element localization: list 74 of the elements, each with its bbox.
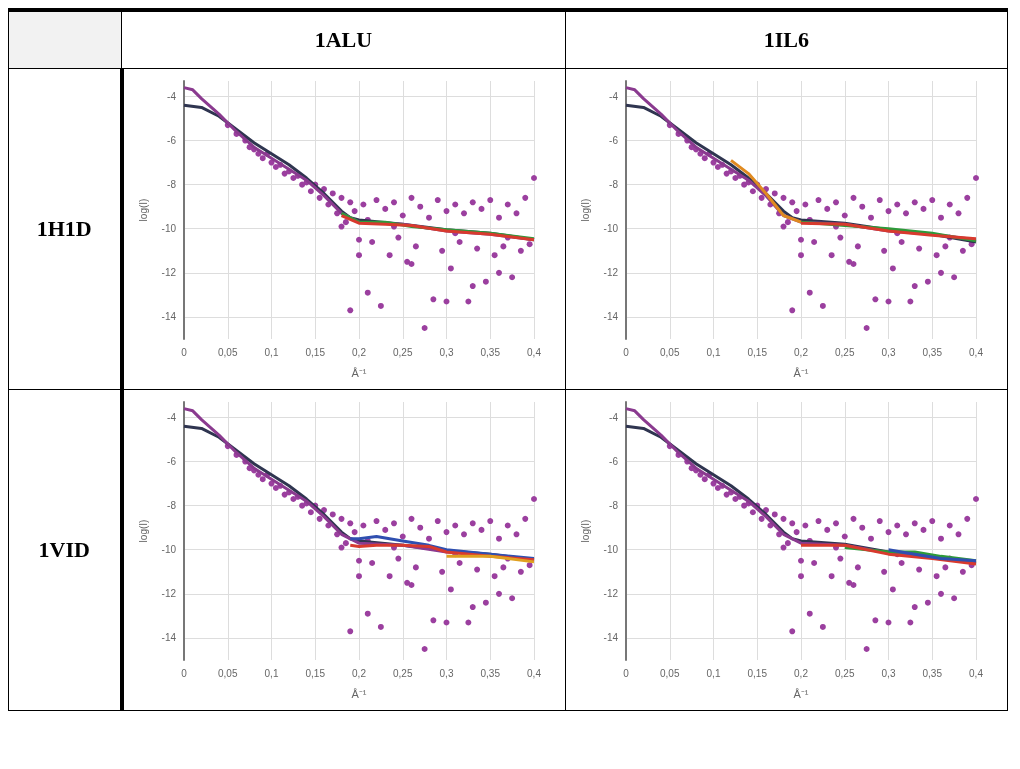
y-tick-label: -14 — [161, 631, 176, 643]
y-tick-label: -8 — [166, 178, 176, 190]
y-tick-label: -8 — [166, 499, 176, 511]
x-tick-label: 0,2 — [793, 346, 809, 357]
x-tick-label: 0,1 — [264, 346, 279, 357]
x-tick-label: 0,25 — [834, 667, 855, 678]
y-tick-label: -10 — [161, 222, 176, 234]
x-tick-label: 0 — [180, 667, 187, 678]
x-tick-label: 0,35 — [480, 346, 500, 357]
y-tick-label: -6 — [166, 455, 176, 467]
x-tick-label: 0,15 — [305, 346, 325, 357]
x-tick-label: 0,4 — [968, 667, 984, 678]
x-axis-title: Å⁻¹ — [351, 366, 367, 378]
x-tick-label: 0 — [622, 346, 629, 357]
x-tick-label: 0,4 — [526, 667, 541, 678]
y-tick-label: -4 — [166, 90, 176, 102]
y-tick-label: -14 — [603, 310, 619, 322]
y-tick-label: -8 — [608, 499, 619, 511]
y-tick-label: -4 — [608, 411, 619, 423]
x-tick-label: 0,25 — [392, 346, 413, 357]
y-tick-label: -6 — [166, 134, 176, 146]
text: 1H1D — [35, 215, 93, 242]
x-tick-label: 0,1 — [264, 667, 279, 678]
y-tick-label: -10 — [603, 543, 619, 555]
x-tick-label: 0,35 — [922, 346, 943, 357]
x-tick-label: 0,05 — [659, 346, 680, 357]
x-tick-label: 0 — [622, 667, 629, 678]
y-axis-title: log(I) — [137, 198, 148, 221]
y-axis-title: log(I) — [137, 519, 148, 542]
x-tick-label: 0,35 — [922, 667, 943, 678]
x-tick-label: 0,3 — [439, 667, 454, 678]
line-series — [729, 158, 803, 224]
y-tick-label: -6 — [608, 455, 619, 467]
x-tick-label: 0,2 — [351, 667, 366, 678]
x-axis-title: Å⁻¹ — [793, 687, 809, 699]
y-axis-title: log(I) — [579, 519, 591, 542]
x-tick-label: 0 — [180, 346, 187, 357]
y-tick-label: -14 — [161, 310, 176, 322]
x-axis-title: Å⁻¹ — [793, 366, 809, 378]
chart-title: 1ALU — [121, 10, 566, 68]
y-tick-label: -12 — [161, 587, 176, 599]
y-tick-label: -14 — [603, 631, 619, 643]
x-tick-label: 0,1 — [706, 667, 721, 678]
text: 1VID — [37, 536, 91, 563]
x-tick-label: 0,1 — [706, 346, 721, 357]
y-tick-label: -10 — [603, 222, 619, 234]
x-tick-label: 0,35 — [480, 667, 500, 678]
y-tick-label: -4 — [608, 90, 619, 102]
x-tick-label: 0,3 — [881, 667, 896, 678]
line-series — [886, 547, 978, 562]
x-tick-label: 0,05 — [217, 667, 238, 678]
x-tick-label: 0,2 — [793, 667, 809, 678]
x-tick-label: 0,2 — [351, 346, 366, 357]
y-tick-label: -12 — [603, 587, 619, 599]
y-tick-label: -4 — [166, 411, 176, 423]
chart-title: 1IL6 — [565, 10, 1008, 68]
y-tick-label: -6 — [608, 134, 619, 146]
y-tick-label: -12 — [161, 266, 176, 278]
x-axis-title: Å⁻¹ — [351, 687, 367, 699]
x-tick-label: 0,4 — [526, 346, 541, 357]
y-tick-label: -12 — [603, 266, 619, 278]
x-tick-label: 0,3 — [439, 346, 454, 357]
x-tick-label: 0,15 — [305, 667, 325, 678]
y-axis-title: log(I) — [579, 198, 591, 221]
x-tick-label: 0,05 — [217, 346, 238, 357]
x-tick-label: 0,15 — [747, 346, 768, 357]
x-tick-label: 0,25 — [834, 346, 855, 357]
x-tick-label: 0,4 — [968, 346, 984, 357]
x-tick-label: 0,05 — [659, 667, 680, 678]
x-tick-label: 0,3 — [881, 346, 896, 357]
y-tick-label: -10 — [161, 543, 176, 555]
x-tick-label: 0,15 — [747, 667, 768, 678]
y-tick-label: -8 — [608, 178, 619, 190]
x-tick-label: 0,25 — [392, 667, 413, 678]
